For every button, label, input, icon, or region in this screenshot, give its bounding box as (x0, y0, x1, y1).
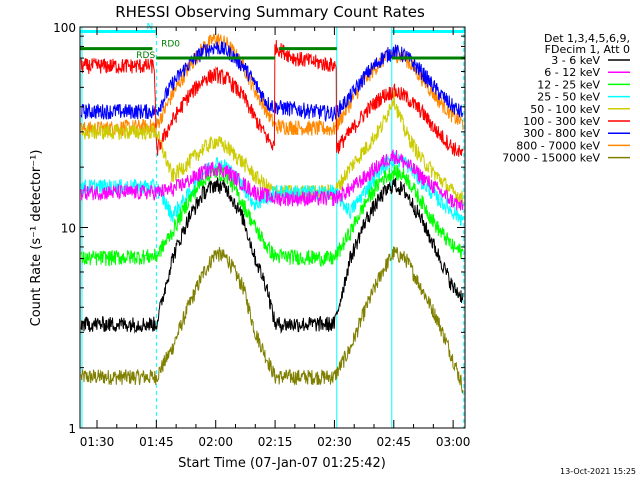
series-line-300-800-kev (80, 41, 464, 123)
legend-entry-label-6: 300 - 800 keV (523, 127, 600, 140)
legend-entry-label-1: 6 - 12 keV (544, 66, 600, 79)
y-tick-label-1: 10 (61, 222, 76, 236)
flag-label-1: RD0 (161, 39, 180, 49)
series-line-100-300-kev (80, 39, 464, 157)
series-line-50-100-kev (80, 90, 464, 204)
x-tick-label-5: 02:45 (376, 435, 411, 449)
flag-label-0: N (146, 23, 153, 33)
legend-entry-label-5: 100 - 300 keV (523, 115, 600, 128)
legend-entry-label-0: 3 - 6 keV (551, 54, 600, 67)
y-tick-label-2: 100 (53, 21, 76, 35)
x-tick-label-4: 02:30 (317, 435, 352, 449)
flag-label-2: RDS (136, 51, 155, 61)
x-tick-label-3: 02:15 (258, 435, 293, 449)
legend-entry-label-4: 50 - 100 keV (530, 103, 600, 116)
y-tick-label-0: 1 (68, 422, 76, 436)
legend-header-detectors: Det 1,3,4,5,6,9, (544, 32, 630, 45)
legend-entry-label-3: 25 - 50 keV (537, 91, 600, 104)
x-axis-label: Start Time (07-Jan-07 01:25:42) (178, 456, 386, 471)
series-line-6-12-kev (80, 149, 464, 211)
axes: 01:30 01:45 02:00 02:15 02:30 02:45 03:00 1 10 10… (53, 21, 470, 449)
series-line-12-25-kev (80, 164, 464, 268)
x-tick-label-2: 02:00 (198, 435, 233, 449)
plot-clipped (80, 27, 465, 428)
x-tick-label-1: 01:45 (139, 435, 174, 449)
chart-title: RHESSI Observing Summary Count Rates (115, 3, 425, 21)
y-axis-label: Count Rate (s⁻¹ detector⁻¹) (29, 150, 44, 327)
generated-timestamp: 13-Oct-2021 15:25 (560, 467, 636, 476)
x-tick-label-0: 01:30 (80, 435, 115, 449)
plot-area: N RD0 RDS (80, 23, 465, 428)
x-tick-label-6: 03:00 (436, 435, 471, 449)
legend-entry-label-8: 7000 - 15000 keV (502, 152, 600, 165)
legend-header-decimation: FDecim 1, Att 0 (545, 43, 630, 56)
series-line-7000-15000-kev (80, 246, 464, 394)
legend-entry-label-7: 800 - 7000 keV (516, 139, 600, 152)
legend-entry-label-2: 12 - 25 keV (537, 78, 600, 91)
series-line-3-6-kev (80, 176, 464, 334)
